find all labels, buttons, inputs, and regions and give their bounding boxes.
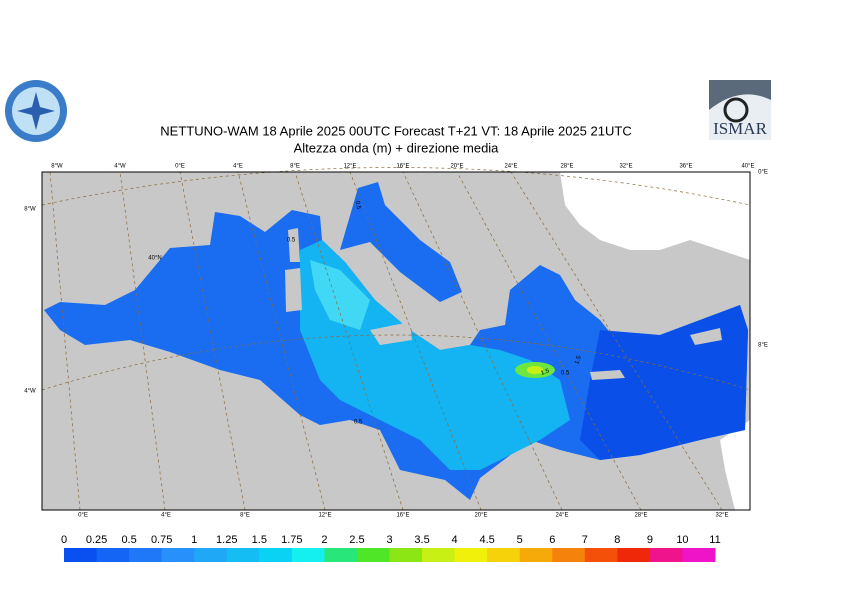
colorbar-label: 1.75 [281, 534, 302, 546]
contour-label: 1.5 [540, 368, 551, 377]
top-lon-label: 12°E [343, 164, 356, 170]
right-logo: ISMAR [709, 80, 771, 140]
right-label: 0°E [758, 170, 768, 176]
bottom-lon-label: 12°E [318, 513, 331, 519]
top-lon-label: 16°E [396, 164, 409, 170]
logo-text: ISMAR [713, 119, 768, 138]
colorbar-swatch [259, 548, 293, 562]
contour-label: 0.5 [561, 371, 570, 377]
bottom-lon-label: 8°E [240, 513, 250, 519]
lat-label: 40°N [148, 256, 161, 262]
colorbar-swatch [584, 548, 618, 562]
colorbar-label: 10 [676, 534, 688, 546]
colorbar-label: 5 [517, 534, 523, 546]
bottom-lon-label: 24°E [555, 513, 568, 519]
bottom-lon-label: 0°E [78, 513, 88, 519]
right-label: 8°E [758, 343, 768, 349]
colorbar-swatch [519, 548, 553, 562]
colorbar-label: 8 [614, 534, 620, 546]
colorbar-label: 0.75 [151, 534, 172, 546]
colorbar-label: 1 [191, 534, 197, 546]
colorbar-swatch [649, 548, 683, 562]
colorbar-label: 3.5 [414, 534, 429, 546]
colorbar-swatch [64, 548, 98, 562]
contour-label: 0.5 [354, 200, 361, 210]
colorbar-swatch [487, 548, 521, 562]
left-logo [5, 80, 67, 142]
title: NETTUNO-WAM 18 Aprile 2025 00UTC Forecas… [160, 123, 631, 138]
colorbar-label: 2.5 [349, 534, 364, 546]
bottom-lon-label: 28°E [634, 513, 647, 519]
colorbar-swatch [194, 548, 228, 562]
contour-label: 0.5 [287, 238, 296, 244]
colorbar-label: 0.5 [121, 534, 136, 546]
colorbar-swatch [682, 548, 716, 562]
top-lon-label: 8°W [51, 164, 63, 170]
subtitle: Altezza onda (m) + direzione media [294, 140, 500, 155]
colorbar-label: 6 [549, 534, 555, 546]
contour-label: 0.5 [354, 420, 363, 426]
colorbar-swatch [161, 548, 195, 562]
top-lon-label: 0°E [175, 164, 185, 170]
contour-label: 1.5 [574, 355, 583, 366]
bottom-lon-label: 32°E [715, 513, 728, 519]
colorbar-label: 0 [61, 534, 67, 546]
top-lon-label: 36°E [679, 164, 692, 170]
colorbar-swatch [324, 548, 358, 562]
colorbar-label: 1.25 [216, 534, 237, 546]
colorbar-label: 1.5 [252, 534, 267, 546]
left-label: 8°W [24, 207, 36, 213]
bottom-lon-label: 20°E [474, 513, 487, 519]
top-lon-label: 32°E [619, 164, 632, 170]
colorbar-swatch [454, 548, 488, 562]
colorbar-label: 11 [709, 534, 720, 546]
map [41, 167, 751, 511]
left-label: 4°W [24, 389, 36, 395]
top-lon-label: 4°W [114, 164, 126, 170]
colorbar-label: 0.25 [86, 534, 107, 546]
colorbar-label: 3 [386, 534, 392, 546]
colorbar-swatch [389, 548, 423, 562]
bottom-lon-label: 4°E [161, 513, 171, 519]
colorbar-swatch [552, 548, 586, 562]
colorbar-label: 7 [582, 534, 588, 546]
top-lon-label: 40°E [741, 164, 754, 170]
colorbar-label: 9 [647, 534, 653, 546]
colorbar-swatch [422, 548, 456, 562]
top-lon-label: 20°E [450, 164, 463, 170]
colorbar-label: 4.5 [480, 534, 495, 546]
colorbar: 0 0.25 0.5 0.75 1 1.25 1.5 1.75 2 2.5 3 3.5 4 4.5 5 6 7 8… [61, 534, 721, 562]
top-lon-label: 4°E [233, 164, 243, 170]
map-labels: 8°W 4°W 0°E 4°E 8°E 12°E 16°E 20°E 24°E 28°E 32°E 3… [24, 164, 768, 519]
top-lon-label: 24°E [504, 164, 517, 170]
top-lon-label: 28°E [560, 164, 573, 170]
colorbar-swatch [96, 548, 130, 562]
colorbar-swatch [291, 548, 325, 562]
colorbar-swatch [226, 548, 260, 562]
top-lon-label: 8°E [290, 164, 300, 170]
colorbar-label: 2 [321, 534, 327, 546]
bottom-lon-label: 16°E [396, 513, 409, 519]
colorbar-swatch [129, 548, 163, 562]
colorbar-swatch [617, 548, 651, 562]
colorbar-swatch [356, 548, 390, 562]
colorbar-label: 4 [452, 534, 458, 546]
